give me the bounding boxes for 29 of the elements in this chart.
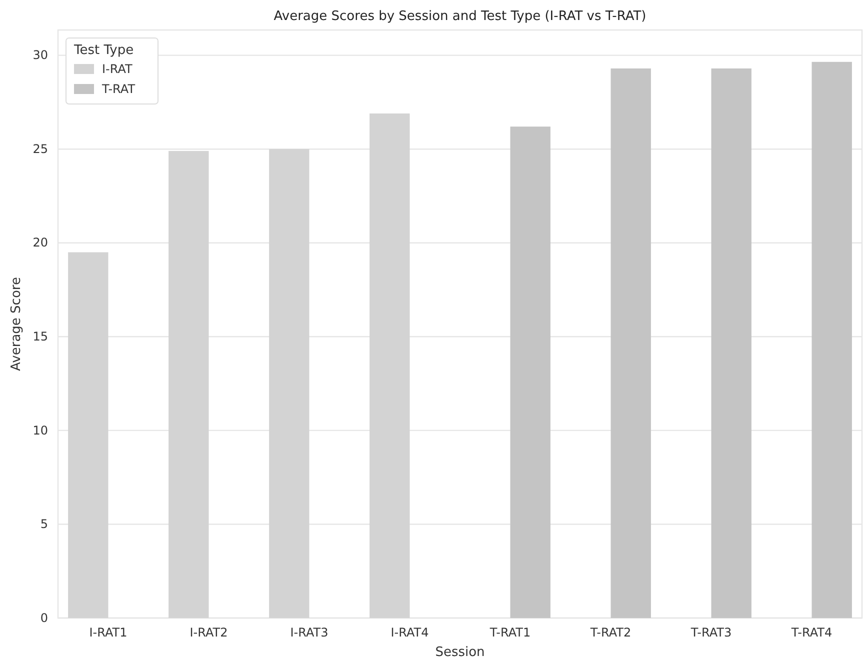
bar — [711, 68, 752, 618]
legend-label: I-RAT — [102, 62, 133, 76]
y-tick-label: 20 — [32, 236, 48, 250]
x-tick-label: I-RAT1 — [89, 626, 128, 640]
x-tick-label: I-RAT3 — [290, 626, 328, 640]
bar — [610, 68, 651, 618]
bar — [168, 150, 209, 618]
x-axis-title: Session — [435, 645, 485, 660]
y-tick-label: 10 — [32, 423, 48, 438]
y-tick-label: 0 — [40, 610, 48, 625]
legend-title: Test Type — [73, 43, 134, 58]
y-tick-label: 5 — [40, 517, 48, 532]
y-tick-label: 15 — [32, 330, 48, 344]
x-tick-label: T-RAT2 — [589, 626, 632, 640]
bar — [812, 62, 852, 618]
x-tick-label: I-RAT2 — [190, 626, 228, 640]
x-tick-label: T-RAT4 — [790, 626, 832, 640]
bar — [370, 113, 410, 618]
y-axis-title: Average Score — [9, 277, 24, 371]
y-tick-label: 30 — [32, 48, 48, 62]
x-tick-label: T-RAT3 — [690, 626, 732, 640]
bar — [68, 252, 108, 618]
x-tick-label: T-RAT1 — [488, 626, 531, 640]
bar — [269, 149, 310, 618]
legend-label: T-RAT — [101, 82, 136, 96]
y-tick-label: 25 — [32, 142, 48, 156]
x-tick-label: I-RAT4 — [390, 626, 429, 640]
chart-title: Average Scores by Session and Test Type (I-RAT vs T-RAT) — [274, 9, 646, 24]
bar — [510, 126, 550, 618]
